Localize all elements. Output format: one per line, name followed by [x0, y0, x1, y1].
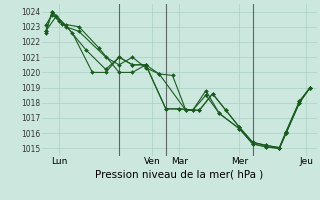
X-axis label: Pression niveau de la mer( hPa ): Pression niveau de la mer( hPa ): [95, 169, 263, 179]
